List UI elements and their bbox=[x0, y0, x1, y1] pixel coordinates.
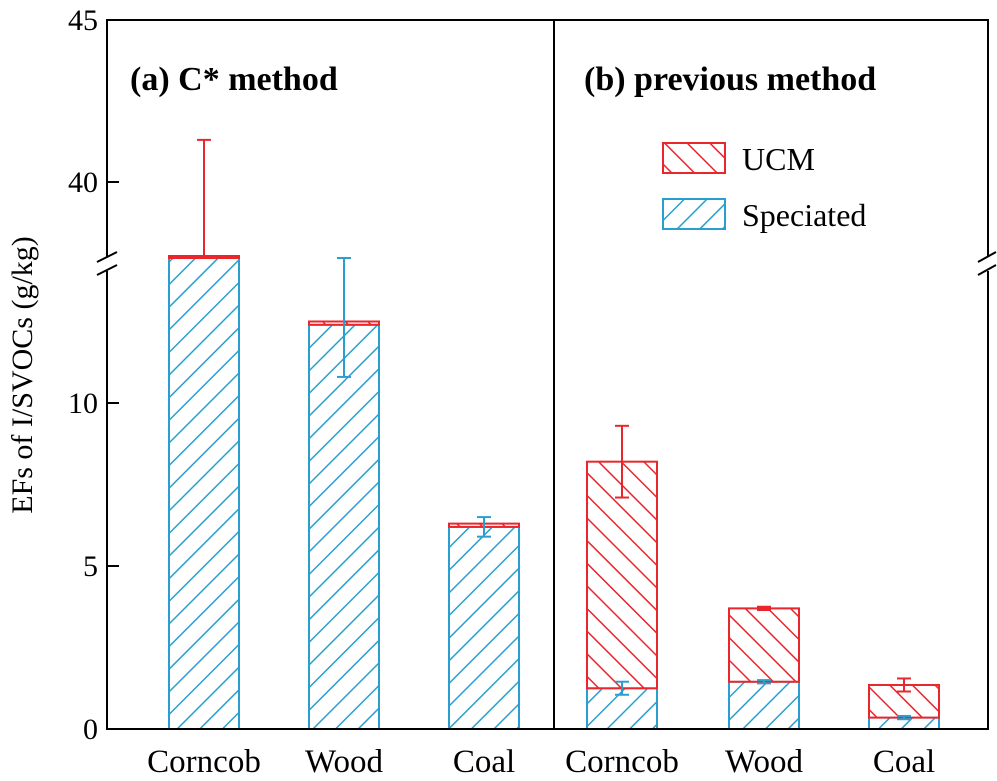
legend-swatch-speciated bbox=[662, 198, 726, 230]
axis-break-mark-right-bottom bbox=[977, 264, 997, 276]
y-axis-ticks: 0 5 10 40 45 bbox=[68, 4, 119, 746]
category-label: Wood bbox=[305, 744, 384, 780]
category-labels: Corncob Wood Coal Corncob Wood Coal bbox=[147, 744, 935, 780]
bar-speciated bbox=[728, 680, 800, 730]
panel-b-title: (b) previous method bbox=[584, 61, 876, 98]
y-tick-label: 45 bbox=[68, 4, 98, 37]
y-tick-label: 40 bbox=[68, 166, 98, 199]
y-tick-label: 5 bbox=[83, 550, 98, 583]
category-label: Corncob bbox=[147, 744, 261, 780]
y-tick-label: 10 bbox=[68, 387, 98, 420]
y-tick-label: 0 bbox=[83, 713, 98, 746]
category-label: Wood bbox=[725, 744, 804, 780]
legend-label-ucm: UCM bbox=[742, 141, 815, 177]
bar-speciated bbox=[448, 525, 520, 730]
legend-label-speciated: Speciated bbox=[742, 197, 866, 233]
bar-ucm bbox=[586, 460, 658, 690]
axis-break-mark-right-top bbox=[977, 251, 997, 263]
axis-break-gap-left bbox=[96, 257, 116, 271]
legend-swatch-ucm bbox=[662, 142, 726, 174]
category-label: Coal bbox=[453, 744, 515, 780]
category-label: Coal bbox=[873, 744, 935, 780]
bar-ucm bbox=[728, 607, 800, 683]
axis-break-mark-left-top bbox=[96, 251, 118, 263]
bar-speciated bbox=[168, 257, 240, 730]
category-label: Corncob bbox=[565, 744, 679, 780]
bars-layer bbox=[168, 138, 940, 731]
plot-frame bbox=[106, 19, 989, 730]
y-axis-label: EFs of I/SVOCs (g/kg) bbox=[6, 236, 39, 514]
legend: UCM Speciated bbox=[662, 141, 866, 233]
panel-a-title: (a) C* method bbox=[130, 61, 338, 98]
bar-speciated bbox=[308, 323, 380, 730]
axis-break-mark-left-bottom bbox=[96, 264, 118, 276]
